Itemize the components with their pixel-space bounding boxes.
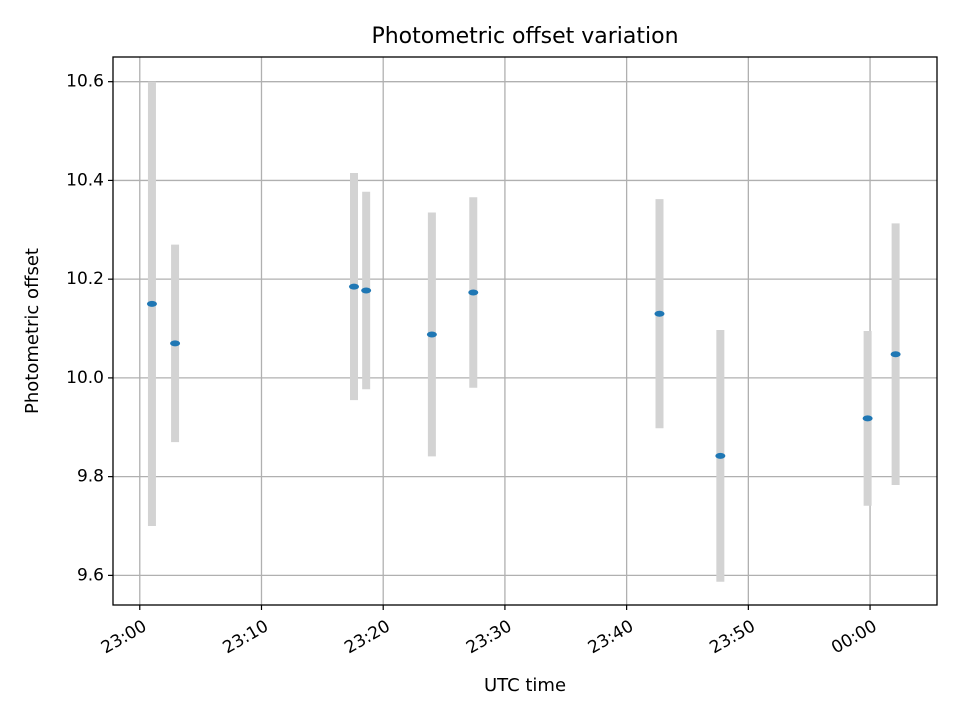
data-point bbox=[426, 331, 437, 338]
y-tick-label: 10.2 bbox=[66, 269, 104, 289]
data-point bbox=[715, 452, 726, 459]
data-point bbox=[348, 283, 359, 290]
y-tick-label: 10.6 bbox=[66, 72, 104, 92]
data-point bbox=[890, 351, 901, 358]
data-point bbox=[862, 415, 873, 422]
y-tick-label: 10.0 bbox=[66, 368, 104, 388]
plot-frame bbox=[112, 56, 938, 606]
y-axis-label: Photometric offset bbox=[22, 248, 43, 414]
y-tick-label: 9.8 bbox=[77, 467, 104, 487]
y-tick-label: 9.6 bbox=[77, 565, 104, 585]
data-points bbox=[146, 283, 901, 459]
data-point bbox=[361, 287, 372, 294]
data-point bbox=[654, 310, 665, 317]
grid bbox=[113, 57, 937, 605]
data-point bbox=[170, 340, 181, 347]
data-point bbox=[146, 300, 157, 307]
chart-title: Photometric offset variation bbox=[371, 24, 678, 49]
x-axis-label: UTC time bbox=[484, 675, 566, 696]
y-tick-label: 10.4 bbox=[66, 170, 104, 190]
data-point bbox=[468, 289, 479, 296]
